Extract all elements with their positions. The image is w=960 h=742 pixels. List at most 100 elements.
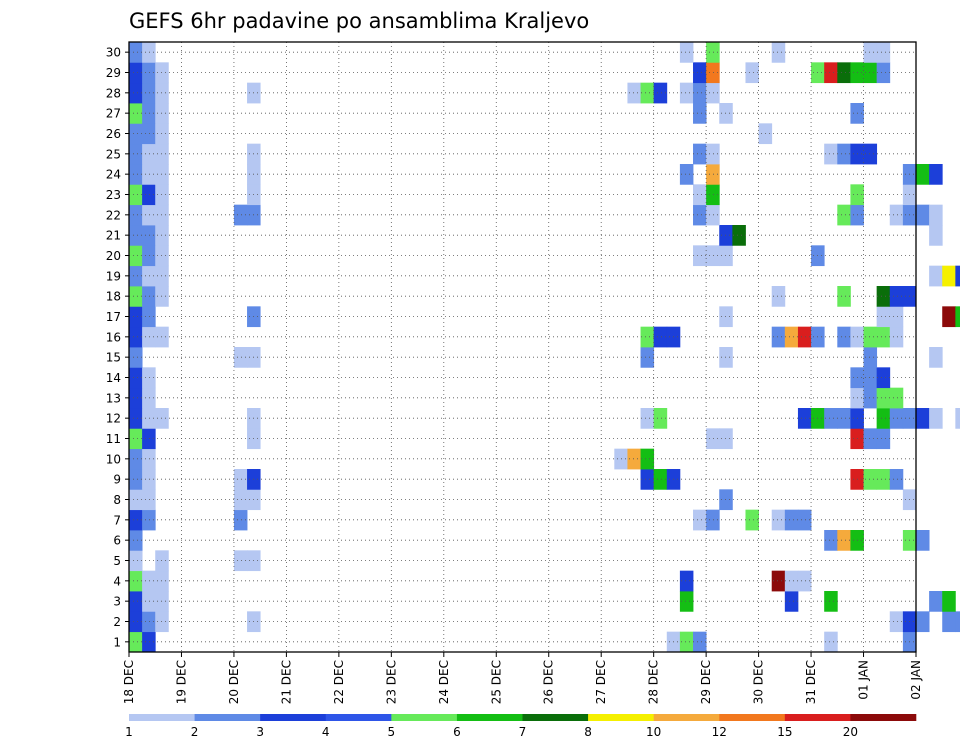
precip-cell xyxy=(824,143,838,165)
precip-cell xyxy=(142,286,156,307)
precip-cell xyxy=(942,591,956,612)
precip-cell xyxy=(784,509,799,531)
precip-cell xyxy=(719,306,733,328)
precip-cell xyxy=(824,62,838,84)
precip-cell xyxy=(942,611,956,633)
y-tick-label: 7 xyxy=(113,513,121,527)
precip-cell xyxy=(129,204,143,226)
precip-cell xyxy=(942,265,956,287)
y-tick-label: 11 xyxy=(106,432,121,446)
precip-cell xyxy=(929,591,943,612)
precip-cell xyxy=(889,408,904,429)
precip-cell xyxy=(837,286,851,307)
precip-cell xyxy=(876,387,891,409)
precip-cell xyxy=(863,143,878,165)
precip-cell xyxy=(929,164,943,185)
y-tick-label: 20 xyxy=(106,249,121,263)
precip-cell xyxy=(233,509,248,531)
y-tick-label: 29 xyxy=(106,66,121,80)
precip-cell xyxy=(824,631,838,653)
precip-cell xyxy=(129,631,143,653)
precip-cell xyxy=(837,408,851,429)
y-tick-label: 15 xyxy=(106,351,121,365)
x-tick-label: 22 DEC xyxy=(332,660,346,704)
precip-cell xyxy=(706,184,720,206)
precip-cell xyxy=(889,387,904,409)
precip-cell xyxy=(955,265,960,287)
precip-cell xyxy=(719,225,733,246)
x-tick-label: 20 DEC xyxy=(227,660,241,704)
colorbar-swatch xyxy=(719,714,786,721)
precip-cell xyxy=(706,62,720,84)
precip-cell xyxy=(863,62,878,84)
precip-cell xyxy=(745,62,759,84)
x-tick-label: 19 DEC xyxy=(174,660,188,704)
precip-cell xyxy=(876,62,891,84)
precip-cell xyxy=(824,530,838,551)
precip-cell xyxy=(876,42,891,63)
precip-cell xyxy=(929,204,943,226)
precip-cell xyxy=(129,448,143,470)
precip-cell xyxy=(706,204,720,226)
precip-cell xyxy=(142,509,156,531)
precip-cell xyxy=(129,103,143,124)
precip-cell xyxy=(797,509,812,531)
precip-cell xyxy=(916,164,930,185)
precip-cell xyxy=(142,184,156,206)
y-tick-label: 16 xyxy=(106,330,121,344)
precip-cell xyxy=(640,82,655,104)
precip-cell xyxy=(706,164,720,185)
precip-cell xyxy=(233,204,248,226)
precip-cell xyxy=(916,408,930,429)
precip-cell xyxy=(771,509,786,531)
y-tick-label: 5 xyxy=(113,554,121,568)
y-tick-label: 30 xyxy=(106,46,121,60)
precip-cell xyxy=(129,225,143,246)
precip-cell xyxy=(824,408,838,429)
precip-cell xyxy=(679,82,694,104)
y-tick-label: 4 xyxy=(113,574,121,588)
x-tick-label: 23 DEC xyxy=(384,660,398,704)
colorbar-label: 2 xyxy=(191,725,199,739)
x-tick-label: 21 DEC xyxy=(279,660,293,704)
colorbar-swatch xyxy=(194,714,261,721)
precip-cell xyxy=(863,347,878,368)
precip-cell xyxy=(706,42,720,63)
precip-cell xyxy=(142,62,156,84)
precip-cell xyxy=(129,82,143,104)
precip-cell xyxy=(889,469,904,490)
precip-cell xyxy=(719,428,733,450)
precip-cell xyxy=(129,611,143,633)
precip-cell xyxy=(771,570,786,592)
precip-cell xyxy=(640,326,655,348)
precip-cell xyxy=(955,408,960,429)
precip-cell xyxy=(129,550,143,572)
precip-cell xyxy=(627,448,641,470)
precip-cell xyxy=(797,570,812,592)
precip-cell xyxy=(142,306,156,328)
x-tick-label: 27 DEC xyxy=(594,660,608,704)
colorbar-label: 20 xyxy=(843,725,858,739)
precip-cell xyxy=(142,82,156,104)
precip-cell xyxy=(863,387,878,409)
precip-cell xyxy=(876,428,891,450)
precip-cell xyxy=(129,367,143,389)
precip-cell xyxy=(719,245,733,267)
precip-cell xyxy=(142,469,156,490)
precip-cell xyxy=(719,489,733,511)
y-tick-label: 24 xyxy=(106,168,121,182)
colorbar-swatch xyxy=(653,714,720,721)
y-tick-label: 18 xyxy=(106,290,121,304)
precip-cell xyxy=(771,42,786,63)
data-cells xyxy=(129,42,960,653)
y-tick-label: 26 xyxy=(106,127,121,141)
precip-cell xyxy=(706,245,720,267)
precip-cell xyxy=(129,265,143,287)
precip-cell xyxy=(679,591,694,612)
precip-cell xyxy=(916,611,930,633)
x-axis: 18 DEC 19 DEC 20 DEC 21 DEC 22 DEC 23 DEC 24 D… xyxy=(122,652,923,704)
precip-cell xyxy=(129,184,143,206)
precip-cell xyxy=(955,306,960,328)
precip-cell xyxy=(142,448,156,470)
